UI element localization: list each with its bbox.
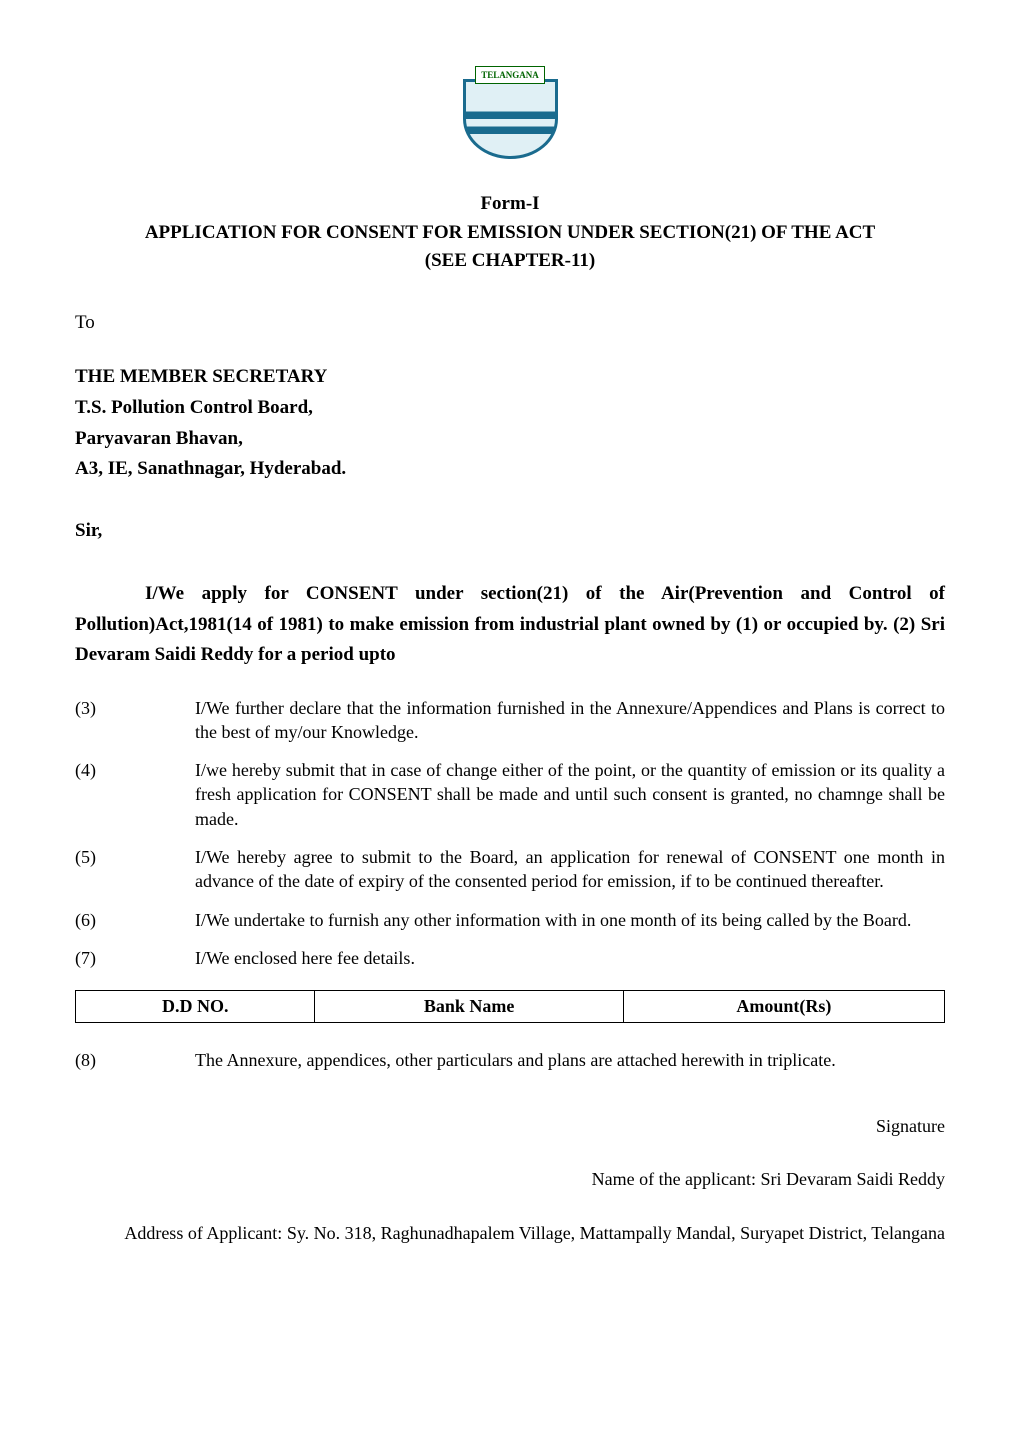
list-item: (7) I/We enclosed here fee details. bbox=[75, 946, 945, 970]
salutation: Sir, bbox=[75, 518, 945, 545]
applicant-name-line: Name of the applicant: Sri Devaram Saidi… bbox=[75, 1167, 945, 1192]
item-number: (5) bbox=[75, 845, 195, 894]
name-label: Name of the applicant: bbox=[592, 1169, 761, 1189]
applicant-address-line: Address of Applicant: Sy. No. 318, Raghu… bbox=[75, 1220, 945, 1247]
list-item: (5) I/We hereby agree to submit to the B… bbox=[75, 845, 945, 894]
item-text: I/We hereby agree to submit to the Board… bbox=[195, 845, 945, 894]
form-header: Form-I APPLICATION FOR CONSENT FOR EMISS… bbox=[75, 191, 945, 275]
address-line-1: THE MEMBER SECRETARY bbox=[75, 364, 945, 391]
logo: TELANGANA bbox=[460, 66, 560, 161]
form-title-line2: APPLICATION FOR CONSENT FOR EMISSION UND… bbox=[75, 220, 945, 247]
logo-container: TELANGANA bbox=[75, 60, 945, 161]
recipient-address: THE MEMBER SECRETARY T.S. Pollution Cont… bbox=[75, 364, 945, 482]
address-line-3: Paryavaran Bhavan, bbox=[75, 426, 945, 453]
address-line-2: T.S. Pollution Control Board, bbox=[75, 395, 945, 422]
column-header-bank: Bank Name bbox=[315, 991, 623, 1023]
item-text: The Annexure, appendices, other particul… bbox=[195, 1048, 945, 1073]
intro-paragraph: I/We apply for CONSENT under section(21)… bbox=[75, 579, 945, 670]
form-title-line3: (SEE CHAPTER-11) bbox=[75, 248, 945, 275]
applicant-address-value: Sy. No. 318, Raghunadhapalem Village, Ma… bbox=[287, 1223, 945, 1243]
signature-block: Signature Name of the applicant: Sri Dev… bbox=[75, 1114, 945, 1192]
list-item: (6) I/We undertake to furnish any other … bbox=[75, 908, 945, 932]
fee-table: D.D NO. Bank Name Amount(Rs) bbox=[75, 990, 945, 1023]
logo-badge: TELANGANA bbox=[475, 66, 545, 84]
list-item: (3) I/We further declare that the inform… bbox=[75, 696, 945, 745]
signature-label: Signature bbox=[75, 1114, 945, 1139]
item-number: (6) bbox=[75, 908, 195, 932]
table-header-row: D.D NO. Bank Name Amount(Rs) bbox=[76, 991, 945, 1023]
item-text: I/We enclosed here fee details. bbox=[195, 946, 945, 970]
item-number: (7) bbox=[75, 946, 195, 970]
logo-shield-icon bbox=[463, 79, 558, 159]
applicant-address-label: Address of Applicant: bbox=[124, 1223, 286, 1243]
column-header-amount: Amount(Rs) bbox=[623, 991, 944, 1023]
item-number: (8) bbox=[75, 1048, 195, 1073]
item-text: I/We further declare that the informatio… bbox=[195, 696, 945, 745]
name-value: Sri Devaram Saidi Reddy bbox=[761, 1169, 945, 1189]
list-item-8: (8) The Annexure, appendices, other part… bbox=[75, 1048, 945, 1073]
address-line-4: A3, IE, Sanathnagar, Hyderabad. bbox=[75, 456, 945, 483]
declarations-list: (3) I/We further declare that the inform… bbox=[75, 696, 945, 971]
item-number: (3) bbox=[75, 696, 195, 745]
item-text: I/we hereby submit that in case of chang… bbox=[195, 758, 945, 831]
item-number: (4) bbox=[75, 758, 195, 831]
list-item: (4) I/we hereby submit that in case of c… bbox=[75, 758, 945, 831]
form-title-line1: Form-I bbox=[75, 191, 945, 218]
column-header-ddno: D.D NO. bbox=[76, 991, 315, 1023]
to-label: To bbox=[75, 310, 945, 337]
item-text: I/We undertake to furnish any other info… bbox=[195, 908, 945, 932]
intro-text: I/We apply for CONSENT under section(21)… bbox=[75, 583, 945, 665]
